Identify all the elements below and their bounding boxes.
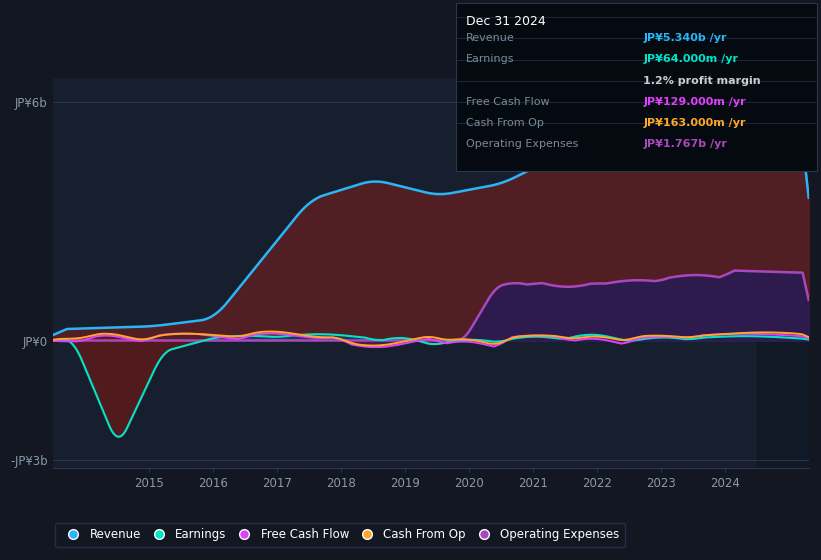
- Text: JP¥163.000m /yr: JP¥163.000m /yr: [644, 118, 746, 128]
- Text: Earnings: Earnings: [466, 54, 514, 64]
- Text: Free Cash Flow: Free Cash Flow: [466, 97, 549, 107]
- Text: JP¥64.000m /yr: JP¥64.000m /yr: [644, 54, 739, 64]
- Text: Dec 31 2024: Dec 31 2024: [466, 15, 545, 28]
- Legend: Revenue, Earnings, Free Cash Flow, Cash From Op, Operating Expenses: Revenue, Earnings, Free Cash Flow, Cash …: [55, 522, 626, 547]
- Text: 1.2% profit margin: 1.2% profit margin: [644, 76, 761, 86]
- Text: JP¥1.767b /yr: JP¥1.767b /yr: [644, 139, 727, 150]
- Text: JP¥129.000m /yr: JP¥129.000m /yr: [644, 97, 746, 107]
- Text: Revenue: Revenue: [466, 33, 514, 43]
- Bar: [758, 78, 809, 468]
- Text: Operating Expenses: Operating Expenses: [466, 139, 578, 150]
- Text: JP¥5.340b /yr: JP¥5.340b /yr: [644, 33, 727, 43]
- Text: Cash From Op: Cash From Op: [466, 118, 544, 128]
